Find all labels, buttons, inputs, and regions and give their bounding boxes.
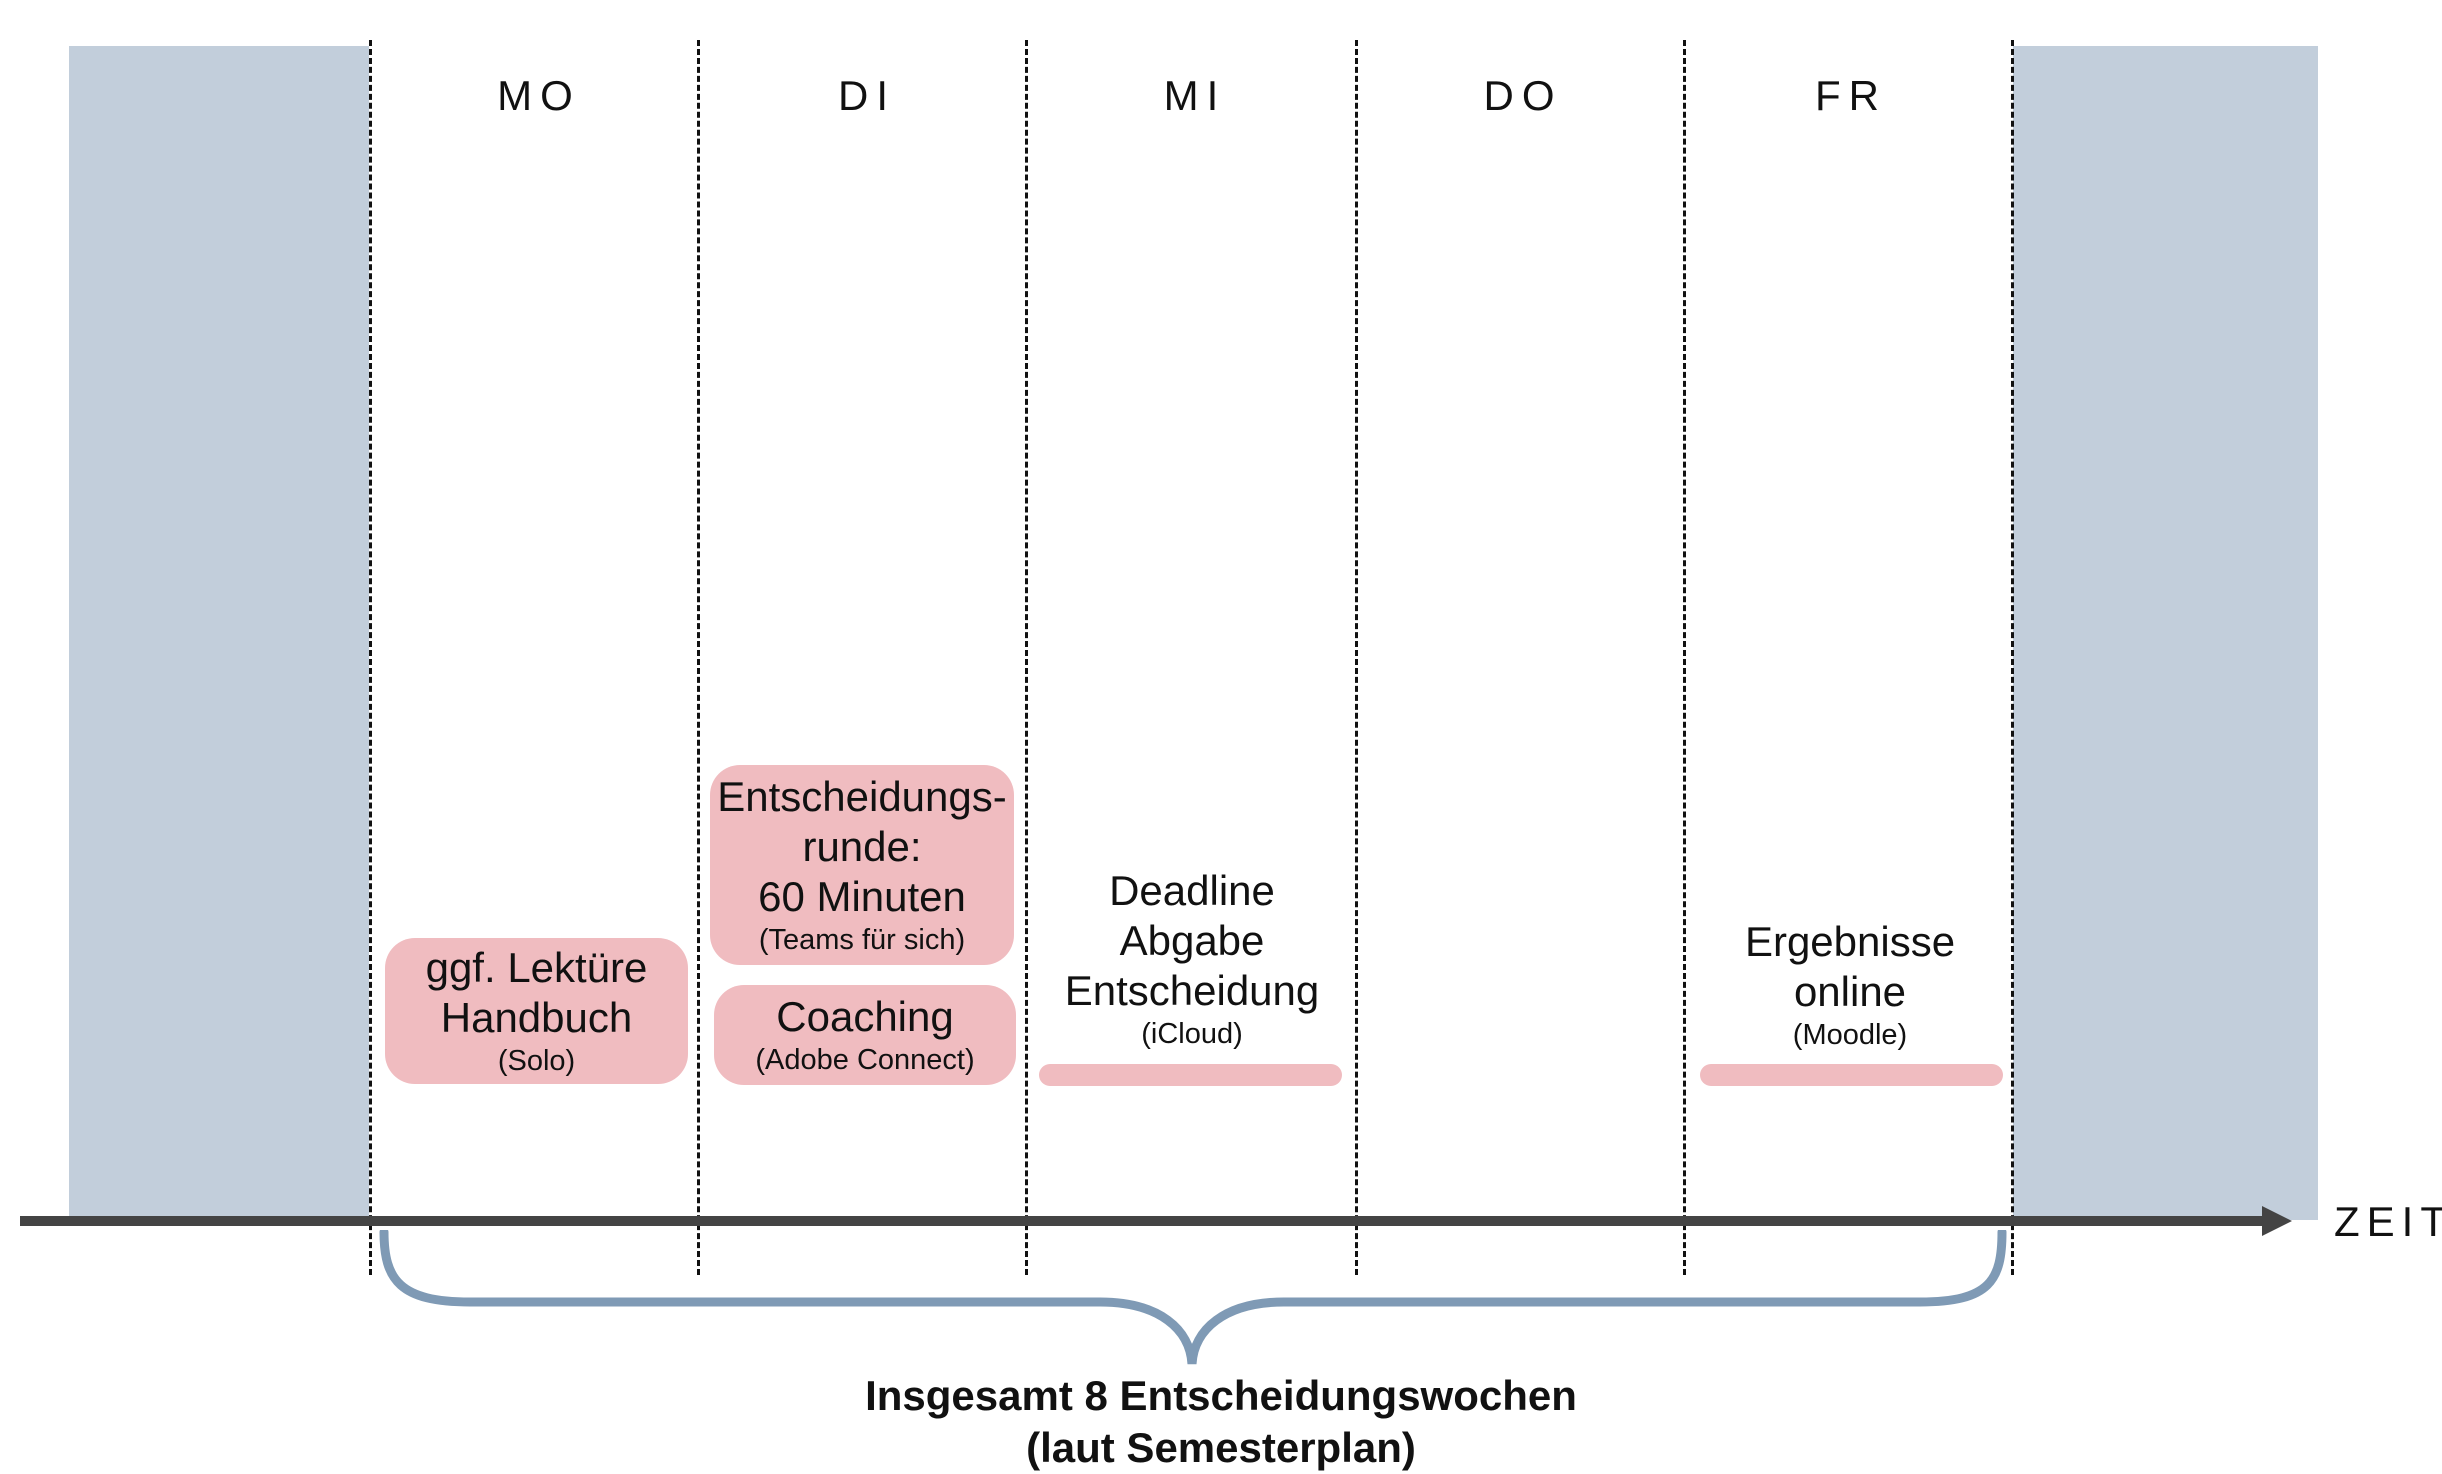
day-divider	[1355, 40, 1358, 1275]
day-divider	[1025, 40, 1028, 1275]
day-header-mo: MO	[497, 72, 581, 119]
event-subtitle: (Adobe Connect)	[755, 1044, 975, 1076]
event-deadline-abgabe: Deadline Abgabe Entscheidung (iCloud)	[1032, 866, 1352, 1052]
event-title: Ergebnisse	[1744, 918, 1956, 965]
day-divider	[369, 40, 372, 1275]
event-title: Abgabe	[1119, 917, 1265, 964]
event-subtitle: (iCloud)	[1141, 1018, 1243, 1050]
event-title: Entscheidungs-	[717, 773, 1007, 820]
day-header-di: DI	[838, 72, 896, 119]
event-marker-bar	[1700, 1064, 2003, 1086]
event-ergebnisse-online: Ergebnisse online (Moodle)	[1690, 917, 2010, 1053]
day-header-do: DO	[1483, 72, 1563, 119]
event-lektuere-handbuch: ggf. Lektüre Handbuch (Solo)	[385, 938, 688, 1084]
axis-label: ZEIT	[2334, 1198, 2442, 1245]
day-divider	[697, 40, 700, 1275]
event-title: ggf. Lektüre	[425, 944, 648, 991]
event-title: Handbuch	[440, 994, 633, 1041]
event-title: online	[1793, 968, 1907, 1015]
summary-line-1: Insgesamt 8 Entscheidungswochen	[865, 1372, 1577, 1419]
event-title: Coaching	[776, 993, 954, 1040]
day-divider	[2011, 40, 2014, 1275]
summary-line-2: (laut Semesterplan)	[1026, 1424, 1416, 1471]
day-header-fr: FR	[1815, 72, 1887, 119]
next-week-panel	[2013, 46, 2318, 1220]
day-divider	[1683, 40, 1686, 1275]
event-subtitle: (Teams für sich)	[758, 924, 966, 956]
previous-week-panel	[69, 46, 369, 1220]
time-axis	[20, 1216, 2270, 1226]
arrow-right-icon	[2262, 1206, 2292, 1236]
day-header-mi: MI	[1163, 72, 1227, 119]
event-subtitle: (Solo)	[497, 1045, 576, 1077]
event-marker-bar	[1039, 1064, 1342, 1086]
event-title: Deadline	[1109, 867, 1275, 914]
event-title: 60 Minuten	[758, 873, 966, 920]
event-coaching: Coaching (Adobe Connect)	[714, 985, 1016, 1085]
curly-brace-icon	[379, 1230, 2007, 1365]
summary-text: Insgesamt 8 Entscheidungswochen (laut Se…	[0, 1370, 2442, 1474]
event-subtitle: (Moodle)	[1792, 1019, 1908, 1051]
event-title: Entscheidung	[1064, 967, 1320, 1014]
event-entscheidungsrunde: Entscheidungs- runde: 60 Minuten (Teams …	[710, 765, 1014, 965]
event-title: runde:	[802, 823, 922, 870]
